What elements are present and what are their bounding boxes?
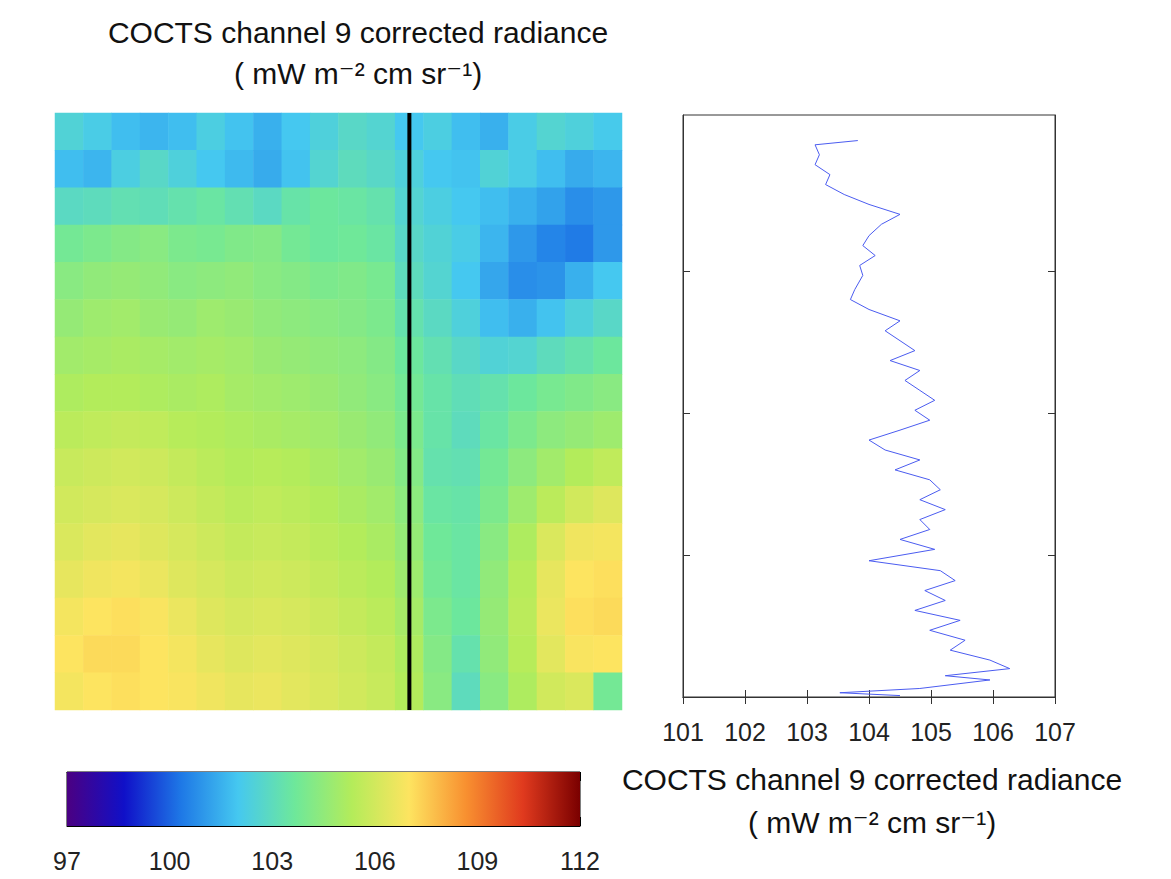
svg-text:101: 101 [662,718,704,746]
svg-text:109: 109 [457,847,499,875]
svg-text:103: 103 [786,718,828,746]
svg-text:103: 103 [251,847,293,875]
svg-text:104: 104 [848,718,890,746]
svg-text:( mW m⁻² cm sr⁻¹): ( mW m⁻² cm sr⁻¹) [234,57,482,90]
svg-text:106: 106 [972,718,1014,746]
svg-text:97: 97 [53,847,81,875]
svg-text:107: 107 [1034,718,1076,746]
svg-text:( mW m⁻² cm sr⁻¹): ( mW m⁻² cm sr⁻¹) [748,806,996,839]
svg-text:100: 100 [149,847,191,875]
svg-text:COCTS channel 9 corrected radi: COCTS channel 9 corrected radiance [108,16,608,49]
svg-text:112: 112 [560,847,600,875]
svg-text:102: 102 [724,718,766,746]
svg-text:COCTS channel 9 corrected radi: COCTS channel 9 corrected radiance [622,763,1122,796]
svg-text:105: 105 [910,718,952,746]
svg-text:106: 106 [354,847,396,875]
